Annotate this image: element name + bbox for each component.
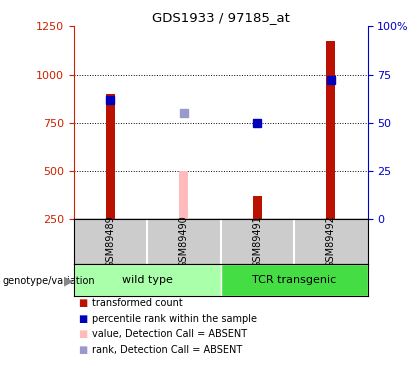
Text: percentile rank within the sample: percentile rank within the sample: [92, 314, 257, 324]
Bar: [74, 264, 220, 296]
Text: GSM89492: GSM89492: [326, 215, 336, 268]
Title: GDS1933 / 97185_at: GDS1933 / 97185_at: [152, 11, 289, 24]
Bar: [326, 41, 335, 219]
Bar: [253, 196, 262, 219]
Text: GSM89489: GSM89489: [105, 216, 115, 268]
Text: transformed count: transformed count: [92, 298, 182, 308]
Bar: [106, 94, 115, 219]
Text: ■: ■: [78, 298, 87, 308]
Text: genotype/variation: genotype/variation: [2, 276, 95, 285]
Bar: [220, 264, 368, 296]
Text: ▶: ▶: [64, 274, 74, 287]
Text: ■: ■: [78, 314, 87, 324]
Text: TCR transgenic: TCR transgenic: [252, 275, 336, 285]
Text: wild type: wild type: [121, 275, 173, 285]
Text: value, Detection Call = ABSENT: value, Detection Call = ABSENT: [92, 330, 247, 339]
Text: ■: ■: [78, 330, 87, 339]
Text: GSM89491: GSM89491: [252, 216, 262, 268]
Text: ■: ■: [78, 345, 87, 355]
Bar: [179, 171, 188, 219]
Text: rank, Detection Call = ABSENT: rank, Detection Call = ABSENT: [92, 345, 242, 355]
Text: GSM89490: GSM89490: [179, 216, 189, 268]
